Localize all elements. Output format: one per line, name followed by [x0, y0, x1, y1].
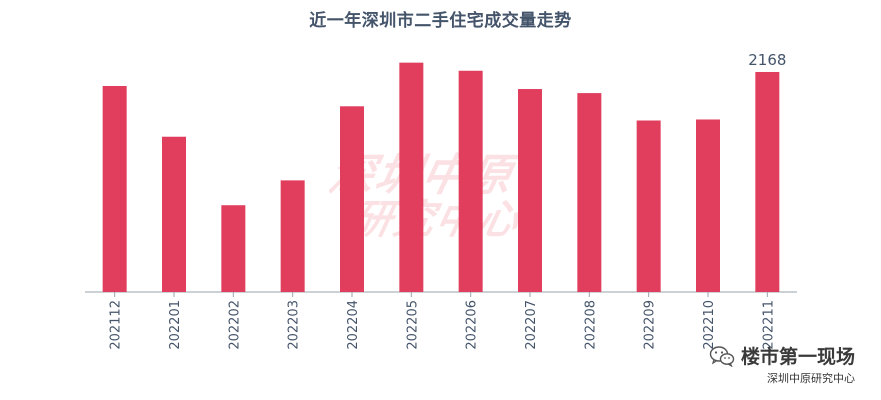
- bar-202205: [399, 62, 424, 292]
- bar-202211: [755, 71, 780, 292]
- x-tick-label: 202209: [643, 300, 658, 350]
- x-tick-label: 202208: [583, 300, 598, 350]
- bar-202209: [636, 120, 661, 292]
- data-label: 2168: [748, 51, 786, 69]
- wechat-icon: [709, 345, 735, 367]
- bar-202204: [340, 106, 364, 293]
- bar-202210: [696, 119, 720, 293]
- bar-202206: [458, 70, 483, 292]
- bar-202207: [518, 89, 542, 292]
- x-tick-label: 202211: [761, 300, 776, 350]
- x-tick-label: 202206: [465, 300, 480, 350]
- x-tick-label: 202202: [227, 300, 242, 350]
- chart-title: 近一年深圳市二手住宅成交量走势: [309, 11, 572, 31]
- x-tick-label: 202112: [109, 300, 124, 350]
- bar-202208: [577, 93, 602, 292]
- bar-202201: [162, 136, 186, 292]
- x-tick-label: 202205: [405, 300, 420, 350]
- bar-202203: [280, 180, 305, 292]
- bar-202112: [102, 85, 127, 293]
- brand-name: 楼市第一现场: [740, 346, 855, 368]
- x-tick-label: 202210: [702, 300, 717, 350]
- brand-org: 深圳中原研究中心: [767, 372, 855, 385]
- brand-signature: 楼市第一现场 深圳中原研究中心: [709, 342, 855, 386]
- x-tick-label: 202201: [168, 300, 183, 350]
- x-tick-label: 202203: [287, 300, 302, 350]
- x-tick-label: 202204: [346, 300, 361, 350]
- bar-202202: [221, 205, 246, 292]
- x-tick-label: 202207: [524, 300, 539, 350]
